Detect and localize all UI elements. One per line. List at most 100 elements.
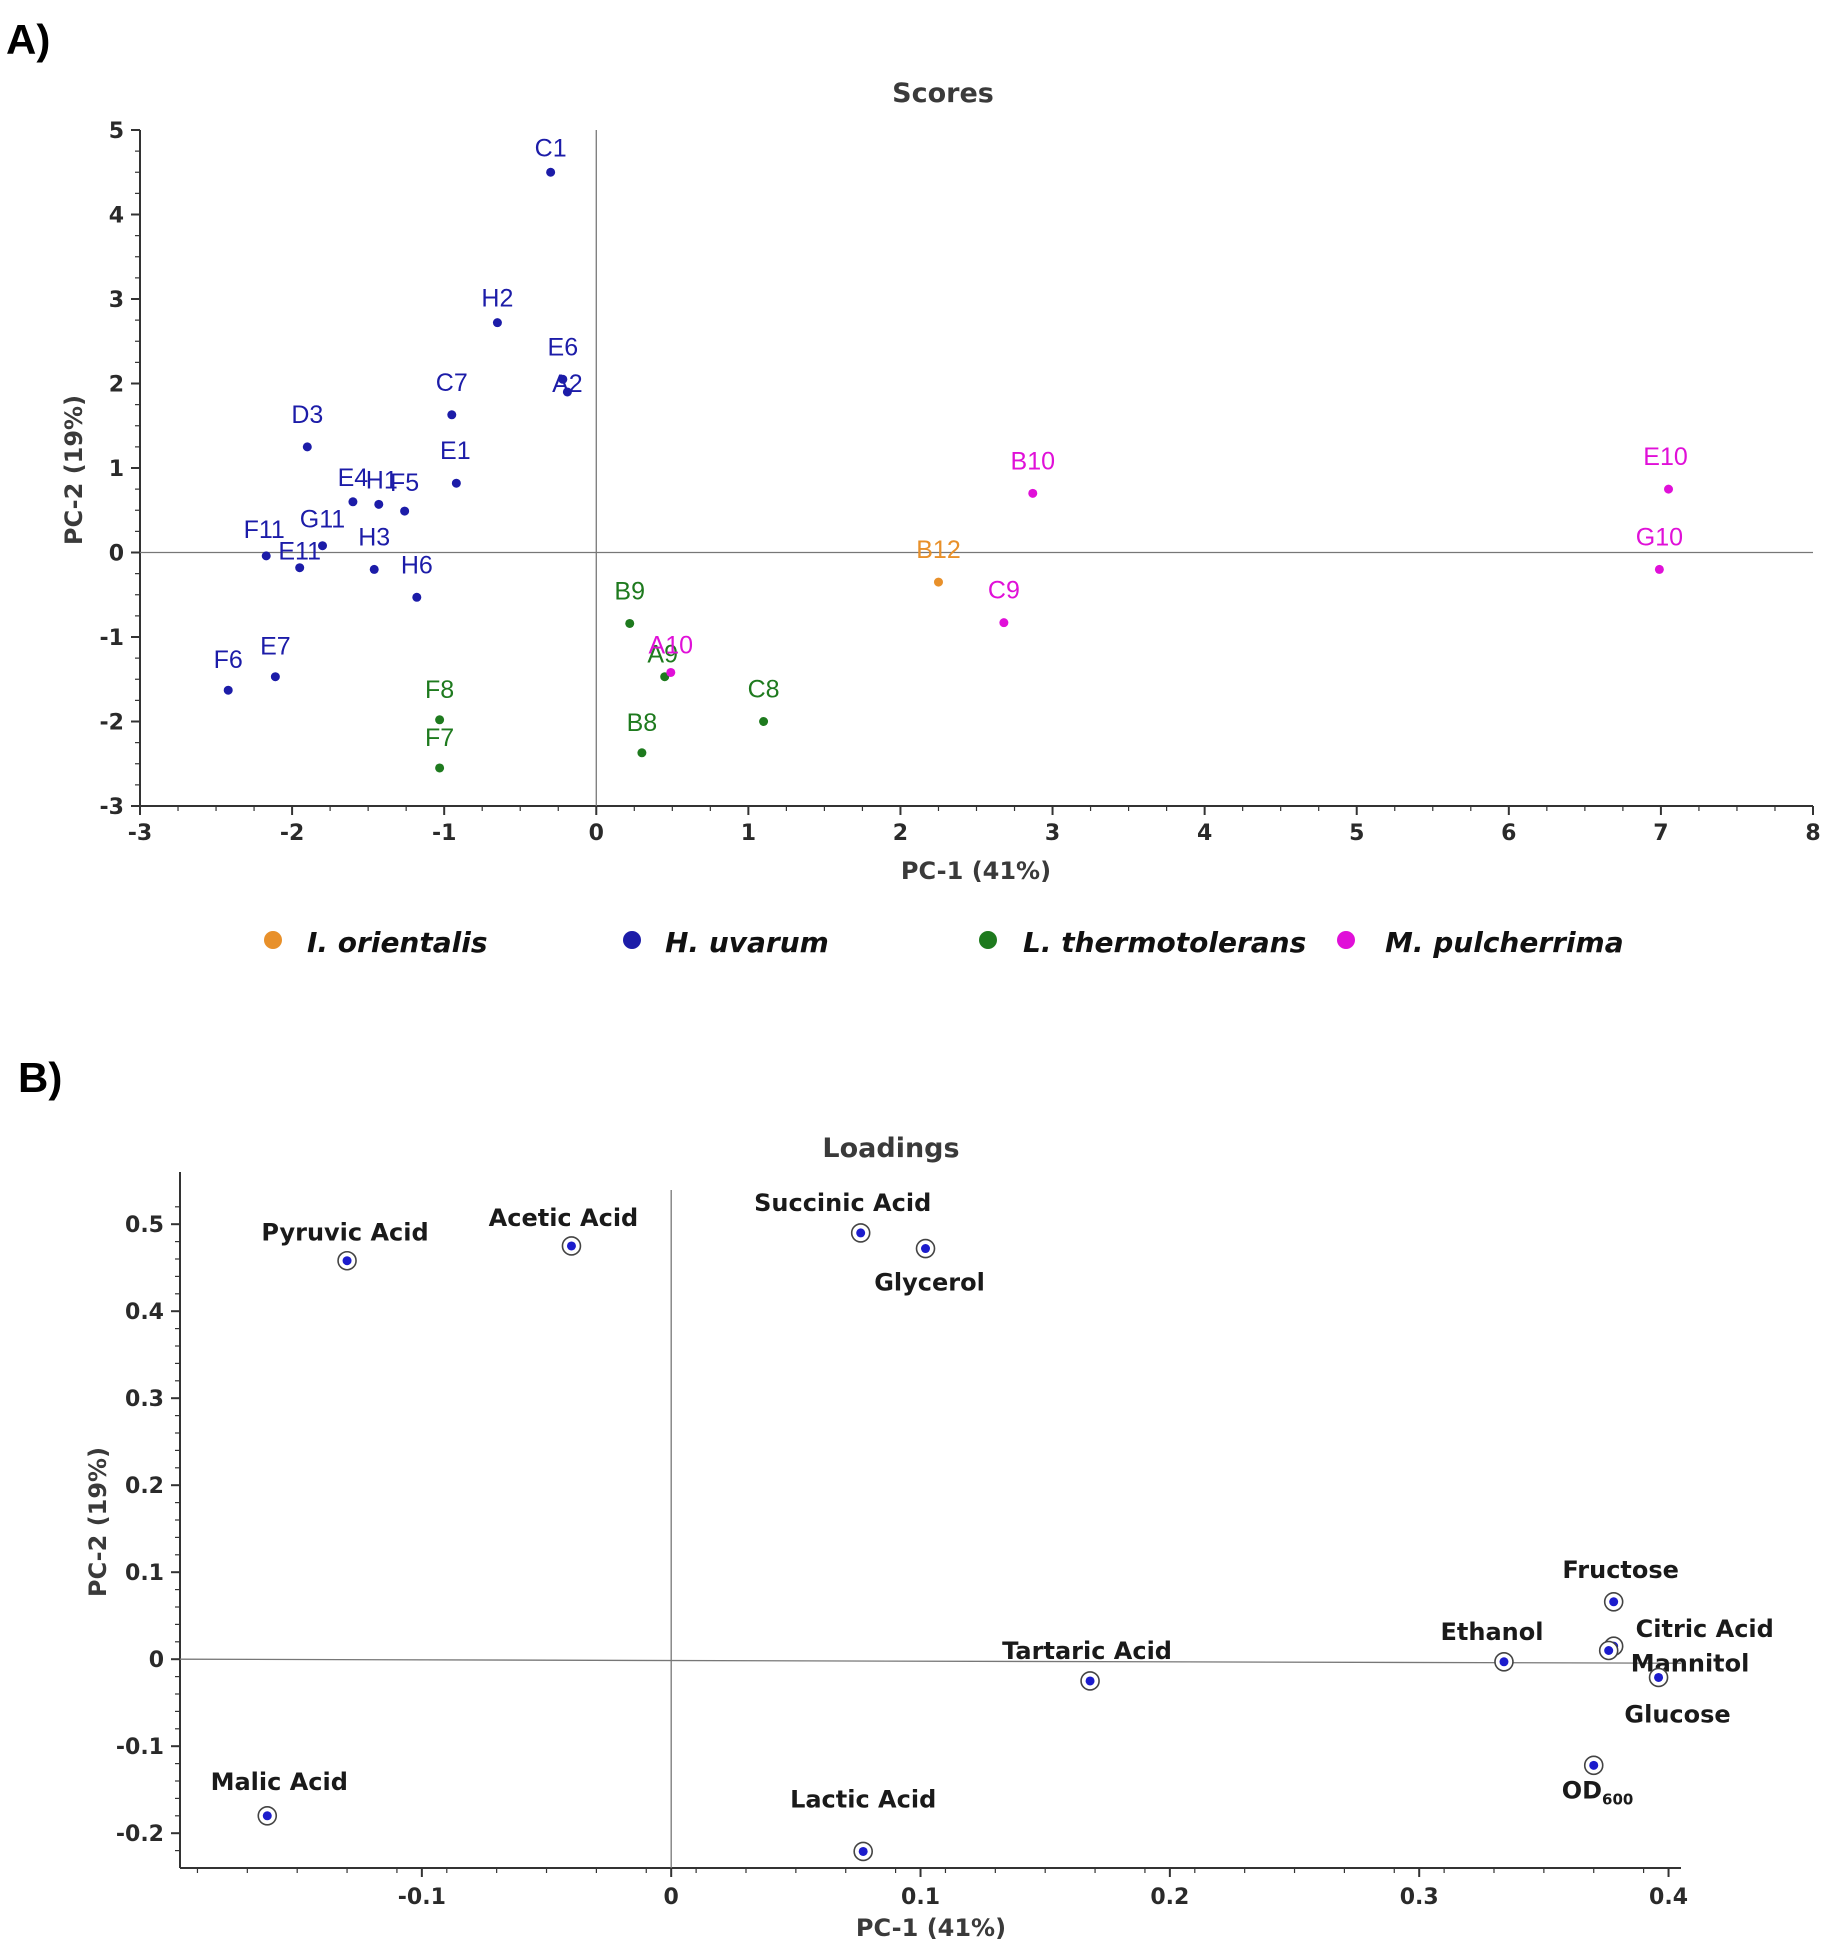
score-label-h6: H6 (401, 551, 433, 579)
score-label-e4: E4 (338, 464, 369, 492)
score-point-c7 (447, 410, 457, 420)
score-label-f5: F5 (390, 469, 419, 497)
score-point-a10 (666, 667, 676, 677)
loading-point-od (1583, 1755, 1604, 1776)
scores-x-tick-label: -3 (128, 821, 152, 846)
scores-y-tick-label: 2 (109, 373, 124, 398)
loading-point-dot (1499, 1657, 1509, 1667)
loading-point-dot (262, 1811, 272, 1821)
score-point-e7 (270, 672, 280, 682)
loadings-x-tick-label: -0.1 (398, 1885, 446, 1910)
score-point-e4 (348, 497, 358, 507)
score-label-f7: F7 (425, 724, 454, 752)
loading-point-malic-acid (257, 1806, 278, 1826)
loading-point-acetic-acid (561, 1236, 582, 1256)
score-point-f5 (400, 506, 410, 516)
legend-label-i-orientalis: I. orientalis (307, 926, 488, 959)
loadings-x-tick-label: 0 (664, 1885, 679, 1910)
loading-label-succinic-acid: Succinic Acid (754, 1189, 931, 1217)
loading-point-ethanol (1494, 1652, 1514, 1672)
score-point-g11 (318, 541, 328, 551)
loadings-y-tick-label: 0.4 (125, 1300, 164, 1325)
loading-point-tartaric-acid (1080, 1671, 1100, 1691)
score-label-f6: F6 (214, 646, 243, 674)
score-point-f7 (435, 763, 445, 773)
scores-x-tick-label: 8 (1805, 821, 1820, 846)
scores-chart: Scores -3 -2 -1 0 1 2 3 4 5 6 7 8 -3 -2 -1 0 1 2 3 4 5 C1 H2 E… (60, 78, 1821, 885)
panel-b-label: B) (18, 1054, 62, 1101)
scores-y-title: PC-2 (19%) (60, 395, 88, 545)
loading-point-pyruvic-acid (337, 1250, 357, 1271)
score-label-c9: C9 (988, 577, 1020, 605)
score-label-e11: E11 (278, 538, 321, 566)
scores-x-tick-label: 4 (1197, 821, 1212, 846)
score-point-b12 (933, 577, 943, 587)
loading-point-dot (1604, 1646, 1614, 1655)
loadings-y-title: PC-2 (19%) (84, 1447, 112, 1597)
score-label-b12: B12 (916, 536, 960, 564)
loadings-x-title: PC-1 (41%) (856, 1914, 1006, 1942)
score-label-f8: F8 (425, 676, 454, 704)
loading-point-lactic-acid (853, 1841, 873, 1862)
loading-point-dot (856, 1228, 866, 1238)
loadings-y-tick-label: 0.3 (125, 1387, 164, 1412)
score-point-f8 (435, 715, 445, 725)
loading-label-lactic-acid: Lactic Acid (790, 1785, 936, 1813)
score-point-e10 (1664, 484, 1674, 494)
score-point-b9 (625, 618, 635, 628)
score-label-e6: E6 (548, 333, 579, 361)
score-point-b8 (637, 748, 647, 758)
score-point-e11 (295, 563, 305, 573)
loadings-y-tick-label: 0.2 (125, 1474, 164, 1499)
score-label-e1: E1 (440, 437, 471, 465)
loading-label-glycerol: Glycerol (874, 1269, 985, 1297)
loading-label-malic-acid: Malic Acid (211, 1768, 348, 1796)
legend-label-m-pulcherrima: M. pulcherrima (1385, 926, 1624, 959)
scores-x-tick-label: -2 (280, 821, 304, 846)
loadings-zero-h-line (179, 1658, 1682, 1664)
score-label-a2: A2 (552, 370, 583, 398)
score-label-e7: E7 (260, 633, 291, 661)
loading-label-ethanol: Ethanol (1440, 1618, 1543, 1646)
loadings-title: Loadings (822, 1133, 959, 1164)
scores-y-tick-label: -3 (100, 795, 124, 820)
loading-label-subscript: 600 (1602, 1790, 1633, 1808)
legend-dot-i-orientalis (264, 931, 282, 949)
scores-y-tick-label: 4 (109, 204, 124, 229)
loadings-y-tick-label: -0.1 (116, 1735, 164, 1760)
score-point-c8 (759, 717, 769, 726)
loading-point-glucose (1648, 1667, 1669, 1688)
score-label-g10: G10 (1636, 523, 1683, 551)
scores-title: Scores (892, 78, 994, 109)
score-label-a9: A9 (647, 641, 678, 669)
loadings-chart: Loadings -0.1 0 0.1 0.2 0.3 0.4 -0.2 -0.1 0 0.1 0.… (84, 1133, 1774, 1942)
score-point-d3 (302, 442, 312, 452)
loadings-y-tick-label: -0.2 (116, 1822, 164, 1847)
scores-y-tick-label: -2 (100, 711, 124, 736)
score-point-f11 (261, 551, 271, 561)
score-label-c1: C1 (535, 134, 567, 162)
score-point-h2 (492, 318, 502, 328)
score-point-c9 (999, 618, 1009, 628)
score-point-a2 (562, 387, 572, 397)
score-point-f6 (223, 685, 233, 695)
score-label-f11: F11 (244, 516, 285, 544)
loading-point-dot (566, 1241, 576, 1251)
score-point-g10 (1654, 564, 1664, 574)
loading-point-dot (342, 1256, 352, 1266)
loading-label-fructose: Fructose (1562, 1556, 1679, 1584)
scores-x-title: PC-1 (41%) (901, 857, 1051, 885)
scores-x-tick-label: 5 (1349, 821, 1364, 846)
loadings-y-tick-label: 0.5 (125, 1213, 164, 1238)
scores-y-tick-label: 3 (109, 288, 124, 313)
loadings-y-tick-label: 0 (149, 1648, 164, 1673)
legend-label-h-uvarum: H. uvarum (665, 926, 829, 959)
loading-point-glycerol (915, 1238, 936, 1259)
loading-point-dot (1654, 1672, 1664, 1682)
loading-label-acetic-acid: Acetic Acid (489, 1204, 639, 1232)
loading-label-glucose: Glucose (1624, 1700, 1730, 1728)
loading-point-dot (921, 1244, 931, 1254)
score-label-b10: B10 (1011, 447, 1055, 475)
score-point-b10 (1028, 488, 1038, 498)
